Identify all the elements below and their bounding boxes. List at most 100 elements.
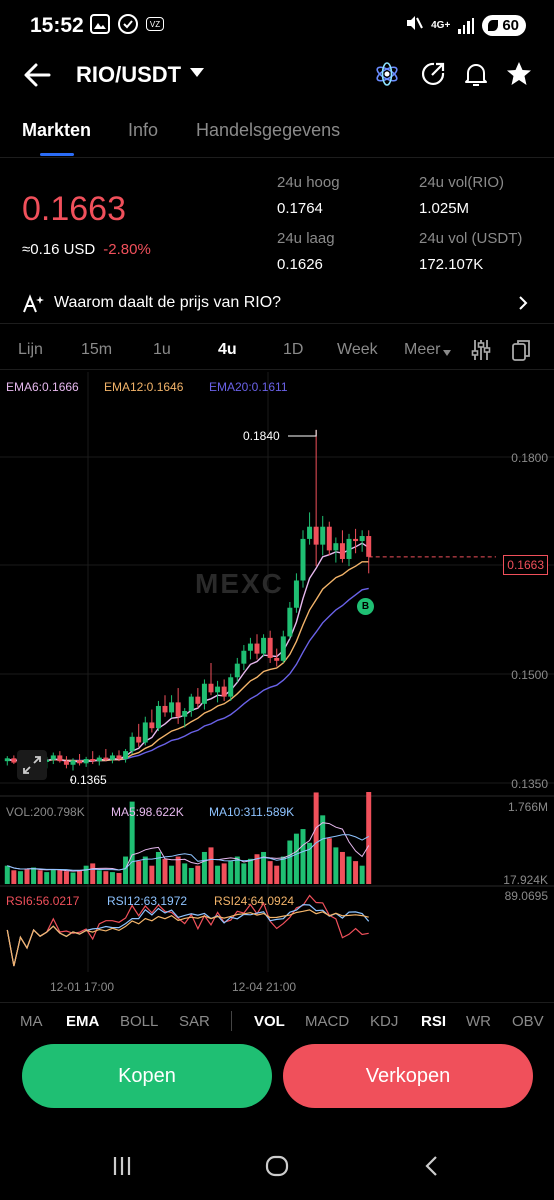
vol-rio-label: 24u vol(RIO)	[419, 174, 505, 191]
atom-icon[interactable]	[373, 60, 401, 88]
copy-layout-icon[interactable]	[510, 338, 532, 362]
ind-ema[interactable]: EMA	[66, 1013, 100, 1030]
candle-body	[175, 702, 181, 717]
sell-button[interactable]: Verkopen	[283, 1044, 533, 1108]
volume-bar	[241, 863, 247, 884]
indicator-divider	[231, 1011, 232, 1031]
vol-rio-value: 1.025M	[419, 200, 470, 217]
vol-ma5-label: MA5:98.622K	[111, 805, 184, 819]
rsi24-label: RSI24:64.0924	[214, 894, 295, 908]
ind-obv[interactable]: OBV	[512, 1013, 544, 1030]
check-circle-icon	[118, 14, 138, 34]
back-arrow-icon[interactable]	[22, 60, 52, 90]
candle-body	[4, 758, 10, 762]
volume-bar	[366, 792, 372, 884]
candle-body	[70, 760, 76, 765]
battery-indicator: 60	[482, 15, 526, 36]
ema6-line	[7, 542, 370, 763]
candle-body	[182, 710, 188, 717]
pair-title[interactable]: RIO/USDT	[76, 62, 182, 87]
volume-bar	[142, 856, 148, 884]
vol-axis-bottom: 17.924K	[503, 873, 548, 887]
low-marker-label: 0.1365	[70, 773, 107, 787]
why-price-banner[interactable]: Waarom daalt de prijs van RIO?	[0, 284, 554, 324]
volume-bar	[136, 861, 142, 884]
volume-bar	[4, 865, 10, 884]
volume-bar	[247, 858, 253, 884]
recents-icon[interactable]	[110, 1154, 134, 1178]
rsi-axis-top: 89.0695	[504, 889, 548, 903]
expand-icon	[23, 756, 41, 774]
kline-chart[interactable]: MEXC EMA6:0.1666 EMA12:0.1646 EMA20:0.16…	[0, 372, 554, 998]
candle-body	[188, 696, 194, 711]
ind-kdj[interactable]: KDJ	[370, 1013, 399, 1030]
ind-rsi[interactable]: RSI	[421, 1013, 447, 1030]
candle-body	[129, 736, 135, 752]
tf-1u[interactable]: 1u	[153, 341, 171, 358]
volume-bar	[116, 873, 122, 884]
candle-body	[247, 643, 253, 651]
ind-vol[interactable]: VOL	[254, 1013, 285, 1030]
rsi6-label: RSI6:56.0217	[6, 894, 80, 908]
volume-bar	[201, 851, 207, 884]
candle-body	[142, 722, 148, 743]
buy-button[interactable]: Kopen	[22, 1044, 272, 1108]
candle-body	[215, 686, 221, 693]
volume-bar	[267, 861, 273, 884]
candle-body	[149, 722, 155, 729]
candle-body	[320, 526, 326, 545]
back-icon[interactable]	[420, 1154, 444, 1178]
volume-bar	[195, 865, 201, 884]
volume-bar	[11, 870, 17, 884]
ema20-label: EMA20:0.1611	[209, 380, 288, 394]
volume-bar	[274, 865, 280, 884]
volume-bar	[182, 863, 188, 884]
volume-bar	[287, 840, 293, 884]
buy-marker[interactable]: B	[357, 598, 374, 615]
ind-ma[interactable]: MA	[20, 1013, 43, 1030]
tf-4u[interactable]: 4u	[218, 341, 237, 358]
home-icon[interactable]	[265, 1154, 289, 1178]
volume-bar	[293, 833, 299, 884]
status-left-icons: VZ	[90, 14, 164, 34]
candle-body	[201, 683, 207, 704]
tab-markten[interactable]: Markten	[22, 120, 92, 140]
tab-handelsgegevens[interactable]: Handelsgegevens	[196, 120, 341, 140]
indicator-bar: MA EMA BOLL SAR VOL MACD KDJ RSI WR OBV	[0, 1002, 554, 1040]
candle-body	[208, 683, 214, 693]
volume-bar	[353, 861, 359, 884]
timeframe-bar: Lijn 15m 1u 4u 1D Week Meer	[0, 330, 554, 370]
candle-body	[103, 757, 109, 760]
ai-sparkle-icon	[23, 294, 44, 313]
candle-body	[123, 751, 129, 760]
ind-wr[interactable]: WR	[466, 1013, 491, 1030]
volume-bar	[50, 869, 56, 884]
volume-bar	[44, 872, 50, 884]
volume-bar	[63, 871, 69, 884]
ind-sar[interactable]: SAR	[179, 1013, 210, 1030]
ind-boll[interactable]: BOLL	[120, 1013, 159, 1030]
indicator-settings-icon[interactable]	[470, 338, 492, 362]
candle-body	[300, 538, 306, 581]
candle-body	[63, 761, 69, 765]
candle-body	[136, 736, 142, 743]
pair-dropdown-caret-icon[interactable]	[190, 68, 204, 77]
candle-body	[228, 677, 234, 697]
share-icon[interactable]	[419, 60, 447, 88]
candle-body	[83, 759, 89, 764]
vz-icon: VZ	[146, 17, 164, 31]
candle-body	[50, 755, 56, 760]
tf-week[interactable]: Week	[337, 341, 378, 358]
bell-icon[interactable]	[462, 60, 490, 88]
volume-bar	[37, 870, 43, 884]
star-icon[interactable]	[505, 60, 533, 88]
tab-info[interactable]: Info	[128, 120, 159, 140]
tf-15m[interactable]: 15m	[81, 341, 113, 358]
tf-meer[interactable]: Meer	[404, 341, 441, 358]
expand-chart-button[interactable]	[17, 750, 47, 780]
ind-macd[interactable]: MACD	[305, 1013, 350, 1030]
tf-lijn[interactable]: Lijn	[18, 341, 43, 358]
tf-1d[interactable]: 1D	[283, 341, 304, 358]
ema6-label: EMA6:0.1666	[6, 380, 79, 394]
candle-body	[195, 696, 201, 704]
